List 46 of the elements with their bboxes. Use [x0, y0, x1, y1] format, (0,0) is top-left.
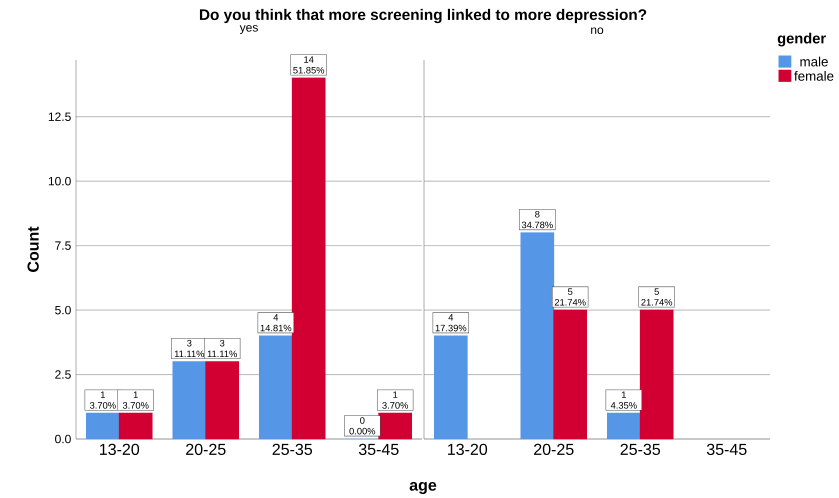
y-tick-label: 0.0: [55, 434, 71, 444]
bar: [434, 335, 468, 440]
data-label: 3 11.11%: [174, 340, 204, 357]
x-tick-label: 20-25: [186, 443, 226, 455]
bar: [118, 412, 153, 440]
bar: [520, 232, 554, 440]
y-tick-label: 2.5: [55, 370, 71, 379]
data-label: 3 11.11%: [208, 340, 237, 357]
data-label: 4 17.39%: [436, 314, 466, 332]
x-tick-label: 35-45: [358, 443, 399, 455]
y-tick-label: 7.5: [55, 241, 71, 250]
legend-label: female: [794, 70, 834, 81]
bar: [86, 412, 120, 440]
data-label: 14 51.85%: [293, 56, 324, 74]
bar: [640, 309, 674, 440]
y-axis-title: Count: [27, 226, 39, 272]
x-axis-title: age: [410, 482, 436, 494]
bar: [205, 361, 240, 440]
data-label: 5 21.74%: [641, 288, 672, 306]
bar: [292, 77, 326, 440]
data-label: 8 34.78%: [522, 210, 553, 228]
data-label: 4 14.81%: [260, 314, 292, 332]
x-tick-label: 13-20: [100, 443, 140, 455]
chart-title: Do you think that more screening linked to more depression?: [200, 8, 646, 23]
x-tick-label: 13-20: [448, 443, 488, 455]
bar: [553, 309, 588, 440]
x-tick-label: 25-35: [620, 443, 660, 455]
bar: [606, 412, 641, 440]
legend-label: male: [800, 56, 828, 66]
chart-subtitle: yes: [240, 24, 258, 34]
data-label: 5 21.74%: [554, 288, 586, 306]
x-tick-label: 25-35: [272, 443, 312, 455]
bar: [172, 361, 206, 440]
bar: [258, 335, 293, 440]
chart-subtitle: no: [591, 27, 604, 34]
data-label: 1 3.70%: [90, 391, 116, 408]
data-label: 1 4.35%: [610, 391, 637, 408]
y-tick-label: 5.0: [55, 306, 71, 314]
legend-title: gender: [778, 32, 826, 46]
y-tick-label: 10.0: [48, 176, 71, 186]
x-tick-label: 20-25: [534, 443, 574, 455]
x-tick-label: 35-45: [706, 443, 747, 455]
data-label: 1 3.70%: [382, 391, 408, 408]
data-label: 1 3.70%: [122, 391, 149, 408]
data-label: 0 0.00%: [349, 416, 376, 434]
y-tick-label: 12.5: [48, 112, 71, 121]
